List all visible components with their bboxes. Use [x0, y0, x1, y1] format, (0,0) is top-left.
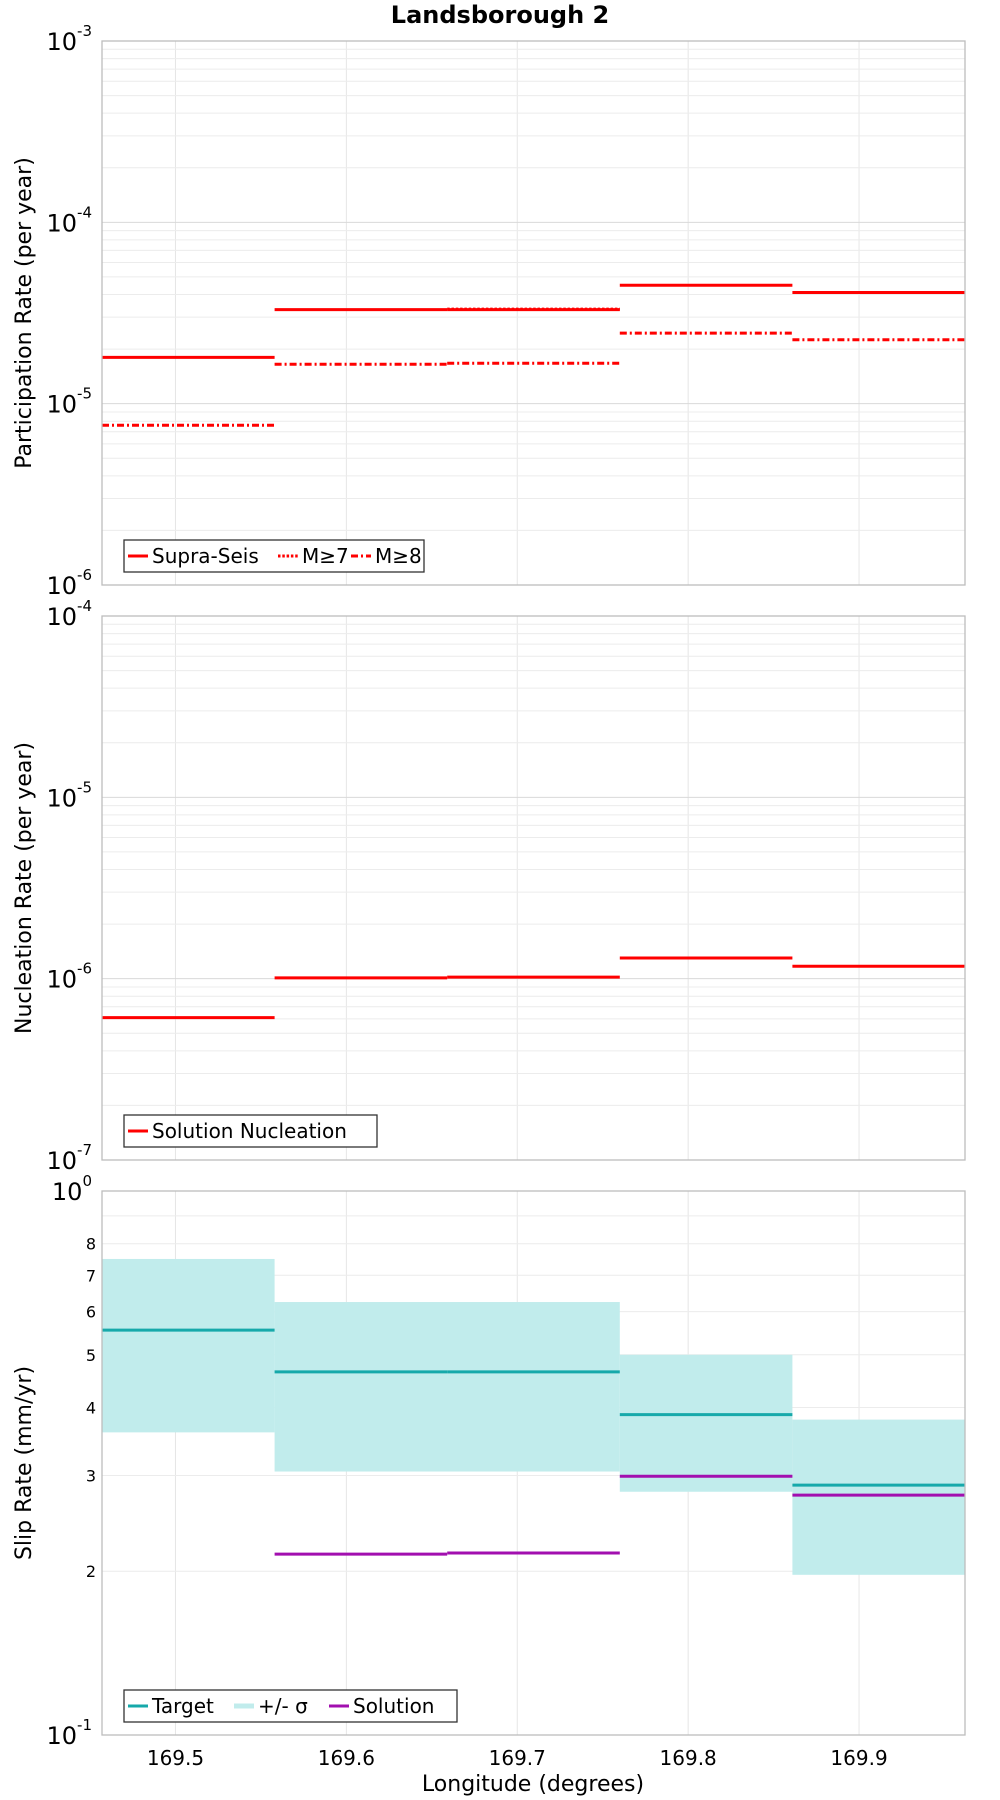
y-minor-tick-label: 3 — [86, 1466, 96, 1485]
legend-box — [123, 1114, 378, 1148]
y-tick-label: 10-1 — [46, 1716, 92, 1750]
y-minor-tick-label: 2 — [86, 1562, 96, 1581]
legend-label: Supra-Seis — [152, 544, 259, 568]
y-axis-label: Nucleation Rate (per year) — [12, 742, 37, 1034]
legend-label: M≥8 — [375, 544, 422, 568]
plot-frame — [101, 40, 966, 586]
plot-frame — [101, 1190, 966, 1736]
legend-box — [123, 1689, 458, 1723]
y-tick-label: 10-4 — [46, 597, 92, 631]
x-axis-label: Longitude (degrees) — [422, 1772, 644, 1797]
y-tick-label: 10-6 — [46, 960, 92, 994]
chart-panels: 10-6 10-5 10-4 10-3 Participation Rate (per … — [12, 22, 966, 1770]
chart-panel-3: 10-1 100 2 3 4 5 6 7 8 Slip Rate (mm/yr) 169.5 169.… — [12, 1172, 966, 1770]
x-tick-label: 169.8 — [660, 1746, 717, 1770]
legend: Supra-Seis M≥7 M≥8 — [123, 539, 425, 573]
chart-panel-1: 10-6 10-5 10-4 10-3 Participation Rate (per … — [12, 22, 966, 600]
legend: Target +/- σ Solution — [123, 1689, 458, 1723]
y-tick-label: 10-5 — [46, 778, 92, 812]
sigma-band-segment — [102, 1258, 275, 1433]
x-tick-label: 169.7 — [489, 1746, 546, 1770]
plot-frame — [101, 615, 966, 1161]
y-tick-label: 10-4 — [46, 203, 92, 237]
legend-label: Solution — [353, 1694, 434, 1718]
legend-label: M≥7 — [302, 544, 349, 568]
chart-panel-2: 10-7 10-6 10-5 10-4 Nucleation Rate (per yea… — [12, 597, 966, 1175]
sigma-band-segment — [619, 1354, 793, 1492]
x-tick-label: 169.6 — [318, 1746, 375, 1770]
y-tick-label: 10-3 — [46, 22, 92, 56]
y-tick-label: 10-7 — [46, 1141, 92, 1175]
y-minor-tick-label: 4 — [86, 1398, 96, 1417]
y-tick-label: 10-6 — [46, 566, 92, 600]
chart-title: Landsborough 2 — [391, 1, 609, 29]
y-axis-label: Slip Rate (mm/yr) — [12, 1366, 37, 1560]
y-minor-tick-label: 6 — [86, 1303, 96, 1322]
y-axis-label: Participation Rate (per year) — [12, 157, 37, 469]
x-tick-label: 169.9 — [830, 1746, 887, 1770]
y-minor-tick-label: 8 — [86, 1235, 96, 1254]
y-minor-tick-label: 5 — [86, 1346, 96, 1365]
plot-area — [102, 616, 965, 1160]
legend-label: +/- σ — [258, 1694, 308, 1718]
plot-area — [102, 41, 965, 585]
sigma-band-segment — [792, 1419, 965, 1575]
y-minor-tick-label: 7 — [86, 1266, 96, 1285]
y-tick-label: 100 — [52, 1172, 92, 1206]
legend-label: Target — [151, 1694, 214, 1718]
legend: Solution Nucleation — [123, 1114, 378, 1148]
legend-box — [123, 539, 425, 573]
y-tick-label: 10-5 — [46, 385, 92, 419]
legend-label: Solution Nucleation — [152, 1119, 347, 1143]
sigma-band-segment — [274, 1302, 620, 1472]
x-tick-label: 169.5 — [147, 1746, 204, 1770]
